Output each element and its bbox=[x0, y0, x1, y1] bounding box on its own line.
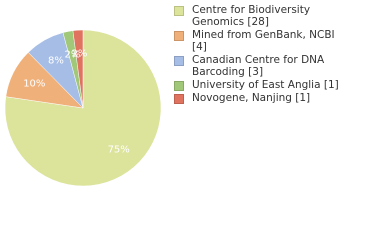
legend-label: University of East Anglia [1] bbox=[192, 79, 339, 91]
legend-item: Mined from GenBank, NCBI [4] bbox=[174, 29, 374, 53]
slice-label: 2% bbox=[65, 49, 81, 60]
legend-item: Canadian Centre for DNA Barcoding [3] bbox=[174, 54, 374, 78]
slice-label: 8% bbox=[48, 56, 64, 67]
legend-item: University of East Anglia [1] bbox=[174, 79, 374, 91]
legend-swatch bbox=[174, 6, 184, 16]
slice-label: 2% bbox=[72, 49, 88, 60]
slice-label: 10% bbox=[23, 78, 45, 89]
legend-label: Centre for Biodiversity Genomics [28] bbox=[192, 4, 311, 28]
legend-swatch bbox=[174, 56, 184, 66]
legend-label: Mined from GenBank, NCBI [4] bbox=[192, 29, 335, 53]
legend-item: Centre for Biodiversity Genomics [28] bbox=[174, 4, 374, 28]
legend-label: Novogene, Nanjing [1] bbox=[192, 92, 311, 104]
slice-label: 75% bbox=[108, 144, 130, 155]
pie-chart: 75%10%8%2%2% bbox=[4, 29, 162, 187]
legend-swatch bbox=[174, 31, 184, 41]
legend-item: Novogene, Nanjing [1] bbox=[174, 92, 374, 104]
legend-swatch bbox=[174, 94, 184, 104]
legend-swatch bbox=[174, 81, 184, 91]
legend: Centre for Biodiversity Genomics [28] Min… bbox=[174, 4, 374, 105]
pie-slice bbox=[72, 29, 84, 109]
legend-label: Canadian Centre for DNA Barcoding [3] bbox=[192, 54, 325, 78]
